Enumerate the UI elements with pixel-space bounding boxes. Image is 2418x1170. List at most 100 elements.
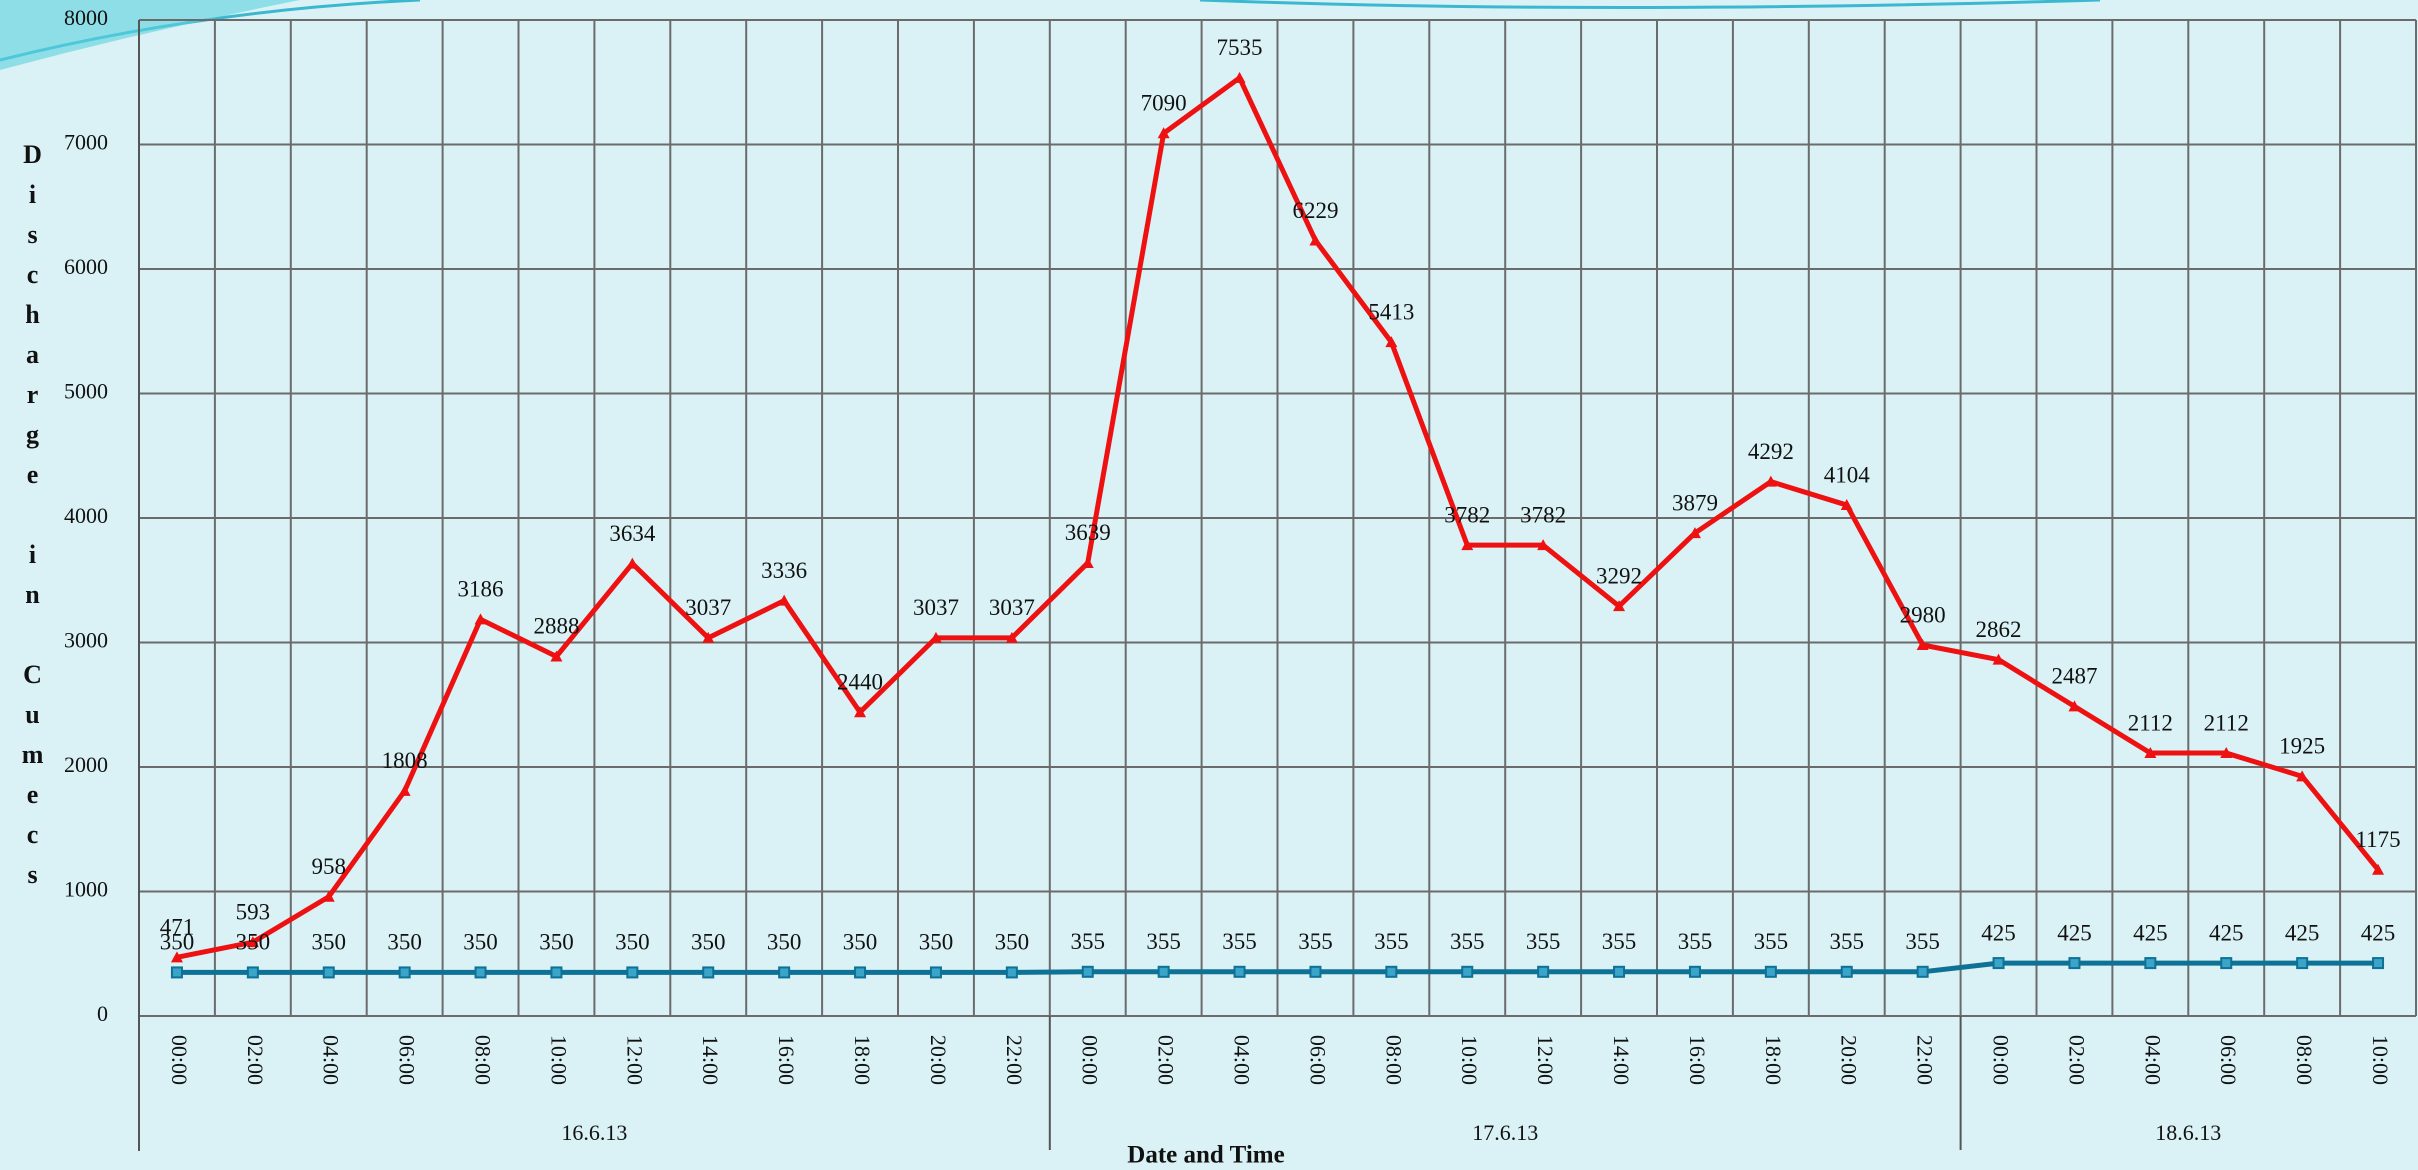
- marker: [1688, 527, 1701, 539]
- marker: [1309, 234, 1322, 246]
- x-tick-label: 18:00: [1761, 1035, 1786, 1085]
- data-label: 3336: [761, 558, 807, 583]
- x-tick-label: 22:00: [1002, 1035, 1027, 1085]
- series-line: [176, 75, 2380, 960]
- data-label: 350: [539, 930, 574, 955]
- marker: [2068, 700, 2081, 712]
- marker: [1613, 600, 1626, 612]
- y-tick-label: 3000: [64, 628, 108, 653]
- y-tick-label: 4000: [64, 503, 108, 528]
- marker: [550, 650, 563, 662]
- data-label: 355: [1222, 929, 1257, 954]
- marker: [702, 966, 715, 979]
- marker: [1005, 631, 1018, 643]
- data-label: 2980: [1900, 602, 1946, 627]
- x-tick-label: 18:00: [850, 1035, 875, 1085]
- marker: [1081, 965, 1094, 978]
- data-label: 350: [387, 930, 422, 955]
- decoration: [0, 0, 300, 70]
- marker: [2144, 957, 2157, 970]
- data-label: 3037: [989, 595, 1035, 620]
- y-tick-label: 7000: [64, 130, 108, 155]
- data-label: 425: [2361, 920, 2396, 945]
- data-label: 350: [312, 930, 347, 955]
- marker: [1461, 965, 1474, 978]
- x-tick-label: 04:00: [2140, 1035, 2165, 1085]
- data-label: 3292: [1596, 563, 1642, 588]
- marker: [2372, 863, 2385, 875]
- marker: [1081, 556, 1094, 568]
- data-label: 425: [1981, 920, 2016, 945]
- marker: [1005, 966, 1018, 979]
- marker: [1992, 957, 2005, 970]
- x-tick-label: 14:00: [1609, 1035, 1634, 1085]
- marker: [398, 966, 411, 979]
- x-tick-label: 10:00: [1457, 1035, 1482, 1085]
- data-label: 350: [236, 930, 271, 955]
- data-label: 3782: [1520, 502, 1566, 527]
- data-label: 355: [1526, 929, 1561, 954]
- marker: [2372, 957, 2385, 970]
- marker: [1916, 965, 1929, 978]
- marker: [1764, 965, 1777, 978]
- x-tick-label: 00:00: [1078, 1035, 1103, 1085]
- x-tick-label: 04:00: [1230, 1035, 1255, 1085]
- data-label: 1925: [2279, 734, 2325, 759]
- marker: [1385, 965, 1398, 978]
- data-label: 350: [615, 930, 650, 955]
- x-tick-label: 14:00: [698, 1035, 723, 1085]
- y-axis-label: Discharge in Cumecs: [18, 140, 47, 900]
- data-label: 355: [1678, 929, 1713, 954]
- data-label: 350: [160, 930, 195, 955]
- group-label: 18.6.13: [2155, 1120, 2221, 1145]
- y-tick-label: 8000: [64, 5, 108, 30]
- marker: [474, 966, 487, 979]
- data-label: 4292: [1748, 439, 1794, 464]
- group-label: 16.6.13: [561, 1120, 627, 1145]
- x-tick-label: 00:00: [167, 1035, 192, 1085]
- data-label: 3634: [609, 521, 656, 546]
- marker: [246, 936, 259, 948]
- marker: [778, 594, 791, 606]
- data-label: 425: [2209, 920, 2244, 945]
- marker: [1233, 965, 1246, 978]
- marker: [778, 966, 791, 979]
- x-tick-label: 02:00: [1154, 1035, 1179, 1085]
- data-label: 2440: [837, 670, 883, 695]
- marker: [474, 613, 487, 625]
- data-label: 355: [1374, 929, 1409, 954]
- marker: [2068, 957, 2081, 970]
- data-label: 350: [919, 930, 954, 955]
- marker: [626, 557, 639, 569]
- marker: [322, 890, 335, 902]
- marker: [1840, 499, 1853, 511]
- y-tick-label: 1000: [64, 877, 108, 902]
- data-label: 425: [2133, 920, 2168, 945]
- y-tick-label: 5000: [64, 379, 108, 404]
- data-label: 350: [843, 930, 878, 955]
- marker: [170, 951, 183, 963]
- x-tick-label: 10:00: [2368, 1035, 2393, 1085]
- data-label: 6229: [1292, 198, 1338, 223]
- marker: [1537, 539, 1550, 551]
- data-label: 350: [995, 930, 1030, 955]
- data-label: 3639: [1065, 520, 1111, 545]
- data-label: 355: [1146, 929, 1181, 954]
- marker: [2296, 957, 2309, 970]
- data-label: 355: [1298, 929, 1333, 954]
- x-tick-label: 08:00: [2292, 1035, 2317, 1085]
- data-label: 593: [236, 899, 271, 924]
- group-label: 17.6.13: [1472, 1120, 1538, 1145]
- marker: [626, 966, 639, 979]
- marker: [322, 966, 335, 979]
- marker: [1157, 965, 1170, 978]
- data-label: 355: [1450, 929, 1485, 954]
- data-label: 5413: [1368, 299, 1414, 324]
- marker: [1916, 638, 1929, 650]
- y-tick-label: 2000: [64, 752, 108, 777]
- data-label: 2487: [2051, 664, 2097, 689]
- data-label: 3879: [1672, 490, 1718, 515]
- data-label: 2112: [2128, 710, 2173, 735]
- marker: [2220, 957, 2233, 970]
